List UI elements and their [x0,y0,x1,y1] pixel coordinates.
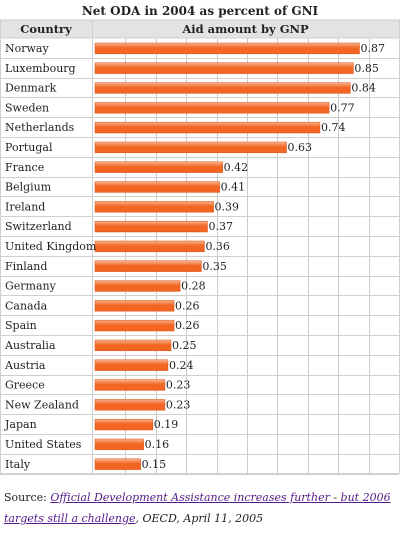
category-label: New Zealand [5,398,79,411]
bar-denmark [94,82,351,94]
bar-belgium [94,181,220,193]
value-label: 0.87 [360,42,385,55]
category-label: Canada [5,299,48,312]
bar-united-kingdom [94,240,205,253]
bar-ireland [94,201,214,213]
value-label: 0.23 [166,398,191,411]
value-label: 0.77 [330,101,355,114]
category-label: Spain [5,319,37,332]
bar-united-states [94,438,144,451]
category-label: Greece [5,379,45,392]
value-label: 0.42 [224,161,249,174]
bar-portugal [94,141,287,154]
value-label: 0.37 [208,220,233,233]
category-label: Switzerland [5,220,72,233]
category-label: Norway [5,42,49,55]
bar-sweden [94,102,330,114]
source-details: , OECD, April 11, 2005 [135,512,264,525]
bar-austria [94,359,169,371]
category-label: Sweden [5,101,49,114]
value-label: 0.24 [169,359,194,372]
bar-spain [94,319,175,332]
category-label: France [5,161,44,174]
value-label: 0.26 [175,299,200,312]
column-header-value: Aid amount by GNP [181,22,309,36]
category-label: Italy [5,458,31,471]
category-label: United States [5,438,82,451]
category-label: Portugal [5,141,53,154]
category-label: Finland [5,260,47,273]
bar-norway [94,42,360,55]
bar-japan [94,418,154,431]
value-label: 0.63 [288,141,313,154]
value-label: 0.84 [351,82,376,95]
bar-new-zealand [94,399,166,411]
value-label: 0.36 [205,240,230,253]
bar-finland [94,260,202,272]
category-label: Japan [4,418,37,431]
source-link[interactable]: Official Development Assistance increase… [4,491,391,525]
source-note: Source: Official Development Assistance … [4,487,396,529]
bar-switzerland [94,220,208,233]
category-label: Luxembourg [5,62,76,75]
chart-title: Net ODA in 2004 as percent of GNI [82,4,319,18]
value-label: 0.74 [321,121,346,134]
oda-chart: Net ODA in 2004 as percent of GNI Country… [0,4,400,475]
value-label: 0.35 [202,260,227,273]
column-header-country: Country [20,22,72,36]
category-label: Belgium [5,181,52,194]
bar-greece [94,379,166,391]
value-label: 0.16 [145,438,170,451]
value-label: 0.39 [215,200,240,213]
category-label: Germany [5,280,57,293]
chart-svg: Net ODA in 2004 as percent of GNI Country… [0,4,400,475]
bar-australia [94,339,172,352]
value-label: 0.41 [221,181,246,194]
bar-germany [94,280,181,292]
value-label: 0.26 [175,319,200,332]
category-label: Denmark [5,82,57,95]
value-label: 0.23 [166,379,191,392]
value-label: 0.85 [354,62,379,75]
bar-netherlands [94,121,321,134]
bar-italy [94,458,141,470]
category-label: Netherlands [5,121,75,134]
source-prefix: Source: [4,491,51,504]
value-label: 0.28 [181,280,206,293]
category-label: Australia [4,339,56,352]
bar-canada [94,300,175,312]
bar-luxembourg [94,62,354,74]
category-label: United Kingdom [5,240,97,253]
bar-france [94,161,223,173]
category-label: Austria [4,359,46,372]
category-label: Ireland [5,200,45,213]
value-label: 0.15 [142,458,167,471]
value-label: 0.19 [154,418,179,431]
value-label: 0.25 [172,339,197,352]
